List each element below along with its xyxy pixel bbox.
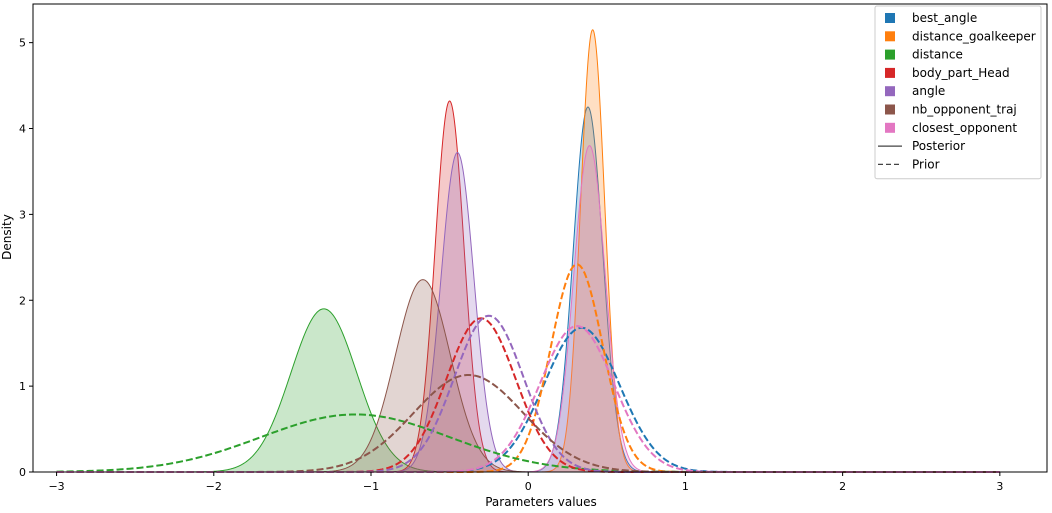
y-tick-label-1: 1 <box>19 380 26 393</box>
y-tick-label-2: 2 <box>19 294 26 307</box>
x-axis-label: Parameters values <box>485 495 597 509</box>
posterior-area-2 <box>175 308 473 472</box>
legend-label-0: best_angle <box>912 11 977 25</box>
legend-label-3: body_part_Head <box>912 66 1010 80</box>
legend-label-5: nb_opponent_traj <box>912 103 1017 117</box>
y-tick-label-0: 0 <box>19 466 26 479</box>
x-tick-label-2: −1 <box>363 480 379 493</box>
legend-swatch-0 <box>885 13 895 23</box>
posterior-area-1 <box>538 29 648 472</box>
posterior-line-4 <box>383 152 532 473</box>
legend-swatch-3 <box>885 67 895 78</box>
x-tick-label-6: 3 <box>996 480 1003 493</box>
posterior-line-2 <box>175 308 473 473</box>
legend-swatch-2 <box>885 49 895 60</box>
posterior-line-5 <box>299 279 547 473</box>
legend-label-posterior: Posterior <box>912 139 965 153</box>
legend-swatch-6 <box>885 122 895 133</box>
legend-label-prior: Prior <box>912 157 940 171</box>
y-axis-label: Density <box>0 214 14 260</box>
legend: best_angle distance_goalkeeper distance bod… <box>874 5 1042 180</box>
y-tick-label-5: 5 <box>19 37 26 50</box>
posterior-area-3 <box>384 101 515 472</box>
posterior-line-1 <box>538 29 648 473</box>
x-tick-label-4: 1 <box>682 480 689 493</box>
x-tick-label-0: −3 <box>48 480 64 493</box>
posterior-area-6 <box>518 145 661 472</box>
legend-swatch-5 <box>885 104 895 115</box>
legend-label-1: distance_goalkeeper <box>912 29 1036 43</box>
posterior-line-3 <box>384 100 515 473</box>
y-tick-label-3: 3 <box>19 208 26 221</box>
posterior-area-5 <box>299 279 547 472</box>
legend-label-6: closest_opponent <box>912 121 1017 135</box>
legend-label-4: angle <box>912 84 945 98</box>
prior-line-4 <box>56 314 1000 473</box>
x-tick-label-3: 0 <box>525 480 532 493</box>
y-tick-label-4: 4 <box>19 123 26 136</box>
axes-layer: −3 −2 −1 0 1 2 3 0 1 2 3 4 5 <box>19 3 1048 493</box>
legend-swatch-4 <box>885 86 895 97</box>
posterior-area-4 <box>383 152 532 472</box>
posterior-layer <box>175 29 661 473</box>
legend-swatch-1 <box>885 31 895 42</box>
plot-frame <box>32 3 1048 473</box>
posterior-area-0 <box>521 107 655 473</box>
posterior-line-6 <box>518 145 661 473</box>
x-tick-label-1: −2 <box>206 480 222 493</box>
legend-label-2: distance <box>912 48 963 62</box>
x-tick-label-5: 2 <box>839 480 846 493</box>
legend-box <box>874 5 1042 180</box>
